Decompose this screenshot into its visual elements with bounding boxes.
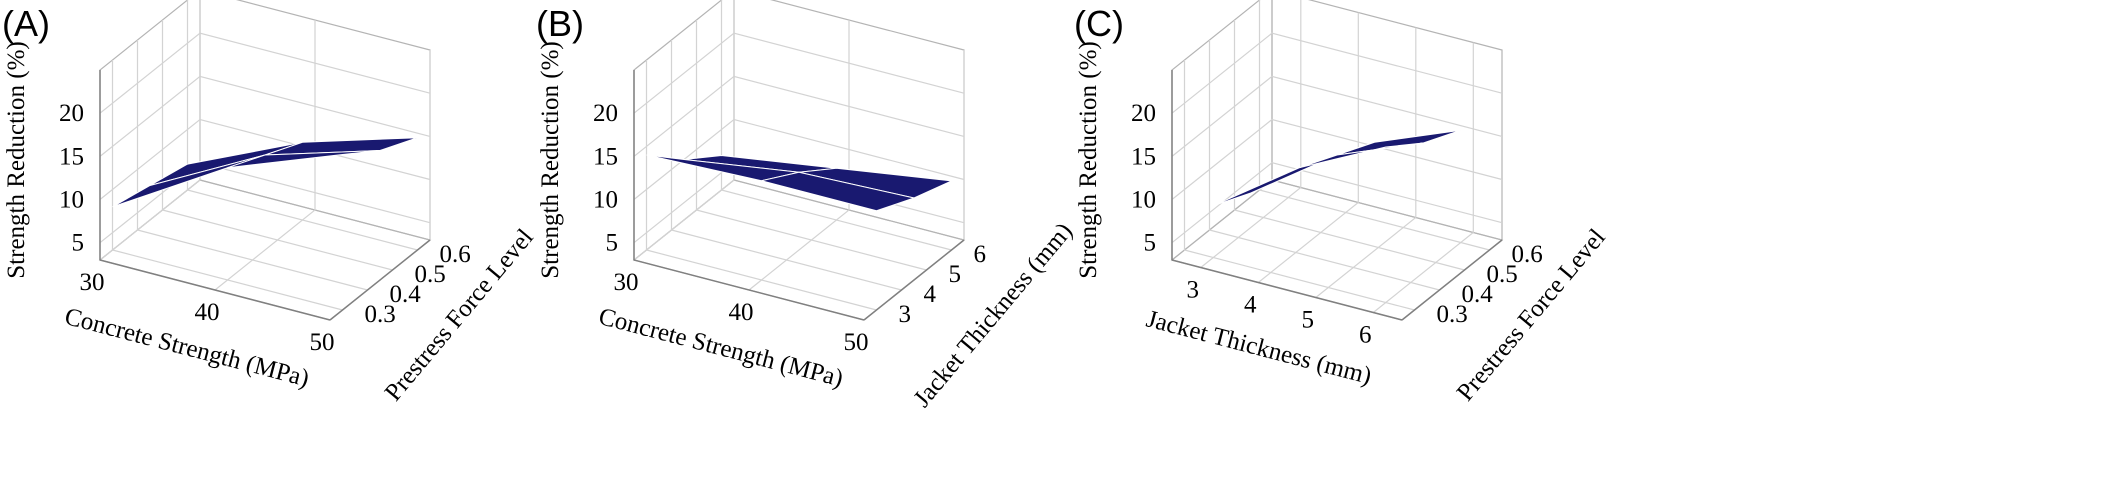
- surface: [1213, 129, 1461, 207]
- z-gridline: [1171, 75, 1503, 157]
- panel-label: (B): [536, 3, 584, 44]
- z-gridline: [633, 32, 965, 114]
- z-tick-label: 10: [593, 187, 618, 214]
- z-gridline: [633, 75, 965, 157]
- y-gridline: [1183, 60, 1415, 311]
- panel-label: (C): [1074, 3, 1124, 44]
- x-tick-label: 6: [1359, 322, 1372, 349]
- z-tick-label: 20: [593, 100, 618, 127]
- y-gridline: [720, 0, 952, 251]
- z-axis-title: Strength Reduction (%): [1075, 41, 1102, 278]
- y-tick-label: 0.5: [415, 261, 446, 288]
- chart-panel-c: 5 10 15 20 3 4 5 6 0.30.40.50.6 Jacket Thickness …: [1074, 0, 1611, 406]
- y-tick-label: 0.5: [1487, 261, 1518, 288]
- x-tick-label: 40: [729, 299, 754, 326]
- x-gridline: [214, 20, 316, 291]
- x-gridline: [1315, 27, 1417, 298]
- surface-patch: [227, 150, 381, 169]
- x-axis-line: [1171, 259, 1403, 321]
- y-tick-label: 5: [949, 261, 962, 288]
- x-tick-label: 30: [614, 269, 639, 296]
- z-tick-label: 5: [1144, 230, 1157, 257]
- surface-patch: [1336, 129, 1461, 156]
- surface-patch: [1299, 142, 1424, 169]
- surface: [646, 154, 954, 212]
- y-tick-label: 0.6: [1512, 241, 1543, 268]
- y-gridline: [1233, 20, 1465, 271]
- back-wall: [1271, 0, 1503, 241]
- grid-lines: [1170, 0, 1504, 321]
- x-gridline: [99, 0, 201, 261]
- z-gridline: [99, 32, 431, 114]
- x-tick-label: 40: [195, 299, 220, 326]
- z-gridline: [1171, 162, 1503, 244]
- x-tick-label: 5: [1302, 307, 1315, 334]
- y-tick-label: 4: [924, 281, 937, 308]
- y-tick-label: 0.3: [1437, 301, 1468, 328]
- z-tick-label: 15: [593, 143, 618, 170]
- z-axis-title: Strength Reduction (%): [3, 41, 30, 278]
- z-gridline: [1171, 118, 1503, 200]
- y-axis-line: [863, 239, 965, 321]
- y-gridline: [1208, 40, 1440, 291]
- x-axis-title: Concrete Strength (MPa): [596, 303, 846, 392]
- y-axis-title: Jacket Thickness (mm): [909, 218, 1078, 413]
- side-wall: [99, 0, 201, 262]
- x-gridline: [1200, 0, 1302, 268]
- z-tick-label: 15: [59, 143, 84, 170]
- z-tick-label: 15: [1131, 143, 1156, 170]
- side-wall: [1171, 0, 1273, 262]
- z-tick-label: 10: [1131, 187, 1156, 214]
- x-axis-line: [99, 259, 331, 321]
- z-tick-label: 5: [606, 230, 619, 257]
- x-tick-label: 4: [1244, 292, 1257, 319]
- x-tick-label: 50: [844, 329, 869, 356]
- y-gridline: [161, 20, 393, 271]
- y-gridline: [1258, 0, 1490, 251]
- z-gridline: [99, 162, 431, 244]
- y-tick-label: 3: [899, 301, 912, 328]
- y-axis-line: [1401, 239, 1503, 321]
- floor: [1170, 179, 1504, 321]
- y-gridline: [695, 20, 927, 271]
- x-gridline: [748, 20, 850, 291]
- y-tick-label: 0.3: [365, 301, 396, 328]
- panel-label: (A): [2, 3, 50, 44]
- x-gridline: [1257, 12, 1359, 283]
- y-gridline: [111, 60, 343, 311]
- y-tick-label: 6: [974, 241, 987, 268]
- z-gridline: [1171, 32, 1503, 114]
- y-tick-label: 0.6: [440, 241, 471, 268]
- z-axis-title: Strength Reduction (%): [537, 41, 564, 278]
- x-tick-label: 3: [1187, 277, 1200, 304]
- surface: [112, 137, 418, 208]
- x-gridline: [633, 0, 735, 261]
- z-tick-label: 20: [1131, 100, 1156, 127]
- y-gridline: [136, 40, 368, 291]
- surface-patch: [761, 171, 916, 212]
- z-tick-label: 10: [59, 187, 84, 214]
- x-axis-title: Jacket Thickness (mm): [1144, 306, 1375, 390]
- x-tick-label: 30: [80, 269, 105, 296]
- chart-panel-a: 5 10 15 20 30 40 50 0.30.40.50.6 Concrete Streng…: [2, 0, 539, 406]
- x-tick-label: 50: [310, 329, 335, 356]
- y-gridline: [670, 40, 902, 291]
- y-axis-line: [329, 239, 431, 321]
- y-gridline: [645, 60, 877, 311]
- z-tick-label: 5: [72, 230, 85, 257]
- y-tick-label: 0.4: [390, 281, 422, 308]
- side-wall: [633, 0, 735, 262]
- x-gridline: [1372, 42, 1474, 313]
- y-gridline: [186, 0, 418, 251]
- x-axis-title: Concrete Strength (MPa): [62, 303, 312, 392]
- x-axis-line: [633, 259, 865, 321]
- z-tick-label: 20: [59, 100, 84, 127]
- y-tick-label: 0.4: [1462, 281, 1494, 308]
